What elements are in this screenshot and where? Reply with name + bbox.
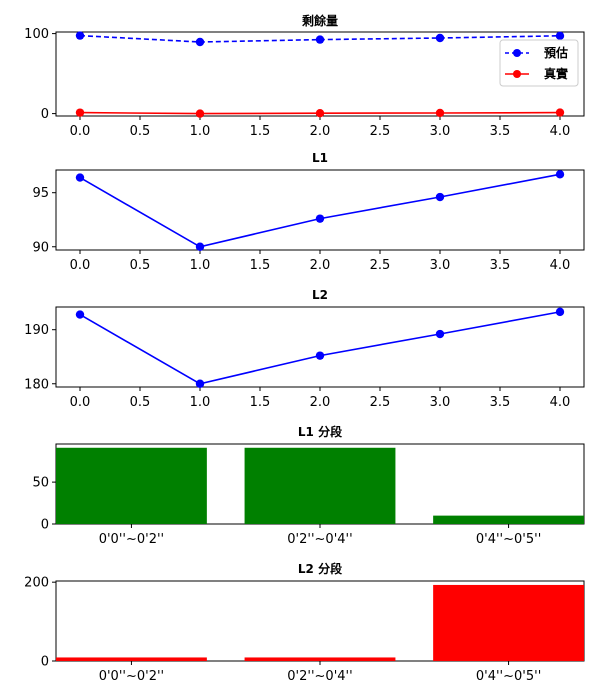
x-tick-label: 0'4''~0'5'' — [476, 669, 541, 684]
x-tick-label: 1.0 — [190, 395, 211, 410]
legend-label-actual: 真實 — [544, 66, 568, 81]
data-point — [435, 33, 445, 43]
data-point — [195, 379, 205, 388]
panel-l1-segment: L1 分段 0 50 0'0''~0'2'' 0'2''~0'4'' 0'4''~0'5… — [32, 424, 585, 547]
series-line — [79, 173, 561, 248]
bar — [244, 447, 396, 524]
data-point — [75, 173, 85, 182]
marks-l2-segment: 0 200 0'0''~0'2'' 0'2''~0'4'' 0'4''~0'5'' — [24, 576, 584, 684]
data-point — [555, 108, 565, 117]
legend-marker-estimate — [513, 49, 521, 57]
x-tick-label: 0.0 — [70, 124, 91, 139]
x-tick-label: 4.0 — [550, 395, 571, 410]
x-tick-label: 0'0''~0'2'' — [99, 669, 164, 684]
x-tick-label: 2.0 — [310, 124, 331, 139]
x-tick-label: 4.0 — [550, 258, 571, 273]
legend-label-estimate: 預估 — [544, 45, 568, 60]
x-tick-label: 3.5 — [490, 395, 511, 410]
bar — [56, 447, 207, 524]
marks-l1-segment: 0 50 0'0''~0'2'' 0'2''~0'4'' 0'4''~0'5'' — [32, 447, 584, 547]
x-tick-label: 0.5 — [130, 124, 151, 139]
x-tick-label: 3.0 — [430, 124, 451, 139]
y-tick-label: 50 — [32, 476, 49, 491]
data-point — [555, 170, 565, 179]
x-tick-label: 3.0 — [430, 258, 451, 273]
data-point — [195, 109, 205, 118]
panel-l2: L2 180 190 0.0 0.5 1.0 1.5 2.0 2.5 3.0 3.5 4.0 — [24, 288, 585, 410]
x-tick-label: 0.5 — [130, 258, 151, 273]
x-tick-label: 2.5 — [370, 124, 391, 139]
data-point — [75, 31, 85, 40]
bar — [433, 515, 584, 524]
x-tick-label: 1.5 — [250, 124, 271, 139]
x-tick-label: 2.5 — [370, 395, 391, 410]
x-tick-label: 0'4''~0'5'' — [476, 532, 541, 547]
panel-remaining: 剩餘量 0 100 0.0 0.5 1.0 1.5 2.0 2.5 3.0 3.5 4.0 預估 真… — [24, 13, 585, 139]
data-point — [435, 329, 445, 339]
y-tick-label: 100 — [24, 27, 49, 42]
x-tick-label: 0'2''~0'4'' — [287, 669, 352, 684]
panel-l1: L1 90 95 0.0 0.5 1.0 1.5 2.0 2.5 3.0 3.5 4.0 — [32, 151, 585, 273]
x-tick-label: 2.5 — [370, 258, 391, 273]
x-tick-label: 0.5 — [130, 395, 151, 410]
panel-title-l2: L2 — [312, 288, 328, 302]
x-tick-label: 2.0 — [310, 258, 331, 273]
data-point — [435, 192, 445, 202]
panel-title-l2-segment: L2 分段 — [298, 561, 343, 576]
data-point — [315, 351, 325, 360]
x-tick-label: 1.5 — [250, 395, 271, 410]
panel-title-remaining: 剩餘量 — [302, 13, 338, 28]
data-point — [435, 108, 445, 118]
y-tick-label: 90 — [32, 240, 49, 255]
y-tick-label: 0 — [41, 107, 49, 122]
x-tick-label: 3.5 — [490, 258, 511, 273]
x-tick-label: 2.0 — [310, 395, 331, 410]
x-tick-label: 3.0 — [430, 395, 451, 410]
bar — [56, 657, 207, 661]
data-point — [75, 108, 85, 117]
y-tick-label: 190 — [24, 323, 49, 338]
y-tick-label: 180 — [24, 377, 49, 392]
panel-title-l1: L1 — [312, 151, 328, 165]
data-point — [315, 214, 325, 223]
x-tick-label: 3.5 — [490, 124, 511, 139]
marks-l1: 90 95 0.0 0.5 1.0 1.5 2.0 2.5 3.0 3.5 4.0 — [32, 170, 570, 273]
x-tick-label: 1.0 — [190, 258, 211, 273]
panel-l2-segment: L2 分段 0 200 0'0''~0'2'' 0'2''~0'4'' 0'4''~0'… — [24, 561, 585, 684]
marks-remaining: 0 100 0.0 0.5 1.0 1.5 2.0 2.5 3.0 3.5 4.0 — [24, 27, 570, 139]
x-tick-label: 1.5 — [250, 258, 271, 273]
bar — [244, 657, 396, 661]
data-point — [315, 35, 325, 44]
data-point — [195, 37, 205, 47]
legend: 預估 真實 — [499, 39, 579, 87]
x-tick-label: 0.0 — [70, 395, 91, 410]
data-point — [195, 242, 205, 251]
marks-l2: 180 190 0.0 0.5 1.0 1.5 2.0 2.5 3.0 3.5 4.0 — [24, 307, 571, 410]
x-tick-label: 0'2''~0'4'' — [287, 532, 352, 547]
data-point — [555, 307, 565, 317]
x-tick-label: 0.0 — [70, 258, 91, 273]
data-point — [555, 31, 565, 41]
legend-marker-actual — [513, 70, 521, 78]
y-tick-label: 0 — [41, 518, 49, 533]
y-tick-label: 95 — [32, 186, 49, 201]
x-tick-label: 1.0 — [190, 124, 211, 139]
x-tick-label: 4.0 — [550, 124, 571, 139]
y-tick-label: 200 — [24, 576, 49, 591]
bar — [433, 584, 584, 661]
panel-title-l1-segment: L1 分段 — [298, 424, 343, 439]
data-point — [315, 109, 325, 118]
series-line — [79, 311, 561, 385]
y-tick-label: 0 — [41, 655, 49, 670]
data-point — [75, 310, 85, 319]
x-tick-label: 0'0''~0'2'' — [99, 532, 164, 547]
